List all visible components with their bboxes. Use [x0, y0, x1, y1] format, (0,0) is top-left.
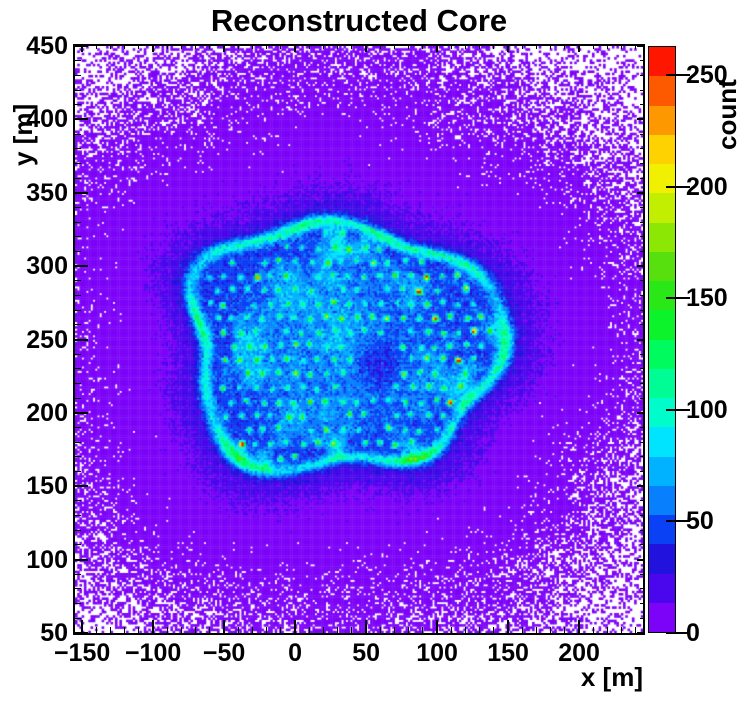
x-tick-label: 200: [558, 639, 600, 667]
y-tick-label: 200: [26, 398, 68, 427]
y-tick-label: 100: [26, 545, 68, 574]
colorbar-band: [649, 456, 675, 486]
colorbar-band: [649, 427, 675, 457]
colorbar-band: [649, 76, 675, 106]
x-tick-label: 50: [352, 639, 380, 667]
chart-title: Reconstructed Core: [210, 3, 508, 38]
y-tick-label: 50: [40, 619, 68, 647]
colorbar-band: [649, 485, 675, 515]
x-tick-label: 0: [288, 639, 303, 667]
colorbar-band: [649, 544, 675, 574]
y-tick-label: 150: [26, 472, 68, 501]
colorbar-band: [649, 602, 675, 632]
x-tick-label: −100: [124, 639, 182, 667]
plot-area: [73, 44, 645, 635]
colorbar-tick-label: 100: [686, 395, 728, 424]
colorbar-tick-label: 200: [686, 172, 728, 201]
colorbar: [648, 46, 676, 633]
colorbar-band: [649, 105, 675, 135]
x-axis-title: x [m]: [580, 662, 643, 692]
colorbar-band: [649, 339, 675, 369]
colorbar-band: [649, 310, 675, 340]
heatmap-canvas: [75, 46, 643, 633]
y-tick-label: 400: [26, 105, 68, 134]
colorbar-tick-label: 150: [686, 284, 728, 313]
colorbar-band: [649, 398, 675, 428]
x-tick-label: −50: [202, 639, 246, 667]
y-tick-label: 300: [26, 252, 68, 281]
colorbar-tick-label: 250: [686, 61, 728, 89]
x-tick-label: 150: [487, 639, 529, 667]
colorbar-band: [649, 368, 675, 398]
colorbar-band: [649, 164, 675, 194]
colorbar-band: [649, 47, 675, 77]
x-tick-label: −150: [53, 639, 111, 667]
colorbar-band: [649, 251, 675, 281]
colorbar-band: [649, 134, 675, 164]
colorbar-tick-label: 50: [686, 507, 714, 536]
y-tick-label: 250: [26, 325, 68, 354]
colorbar-band: [649, 281, 675, 311]
colorbar-band: [649, 222, 675, 252]
colorbar-band: [649, 193, 675, 223]
colorbar-band: [649, 573, 675, 603]
x-tick-label: 100: [416, 639, 458, 667]
y-tick-label: 450: [26, 32, 68, 60]
y-tick-label: 350: [26, 178, 68, 207]
colorbar-title: count: [712, 79, 742, 150]
colorbar-tick-label: 0: [686, 619, 700, 647]
colorbar-band: [649, 515, 675, 545]
